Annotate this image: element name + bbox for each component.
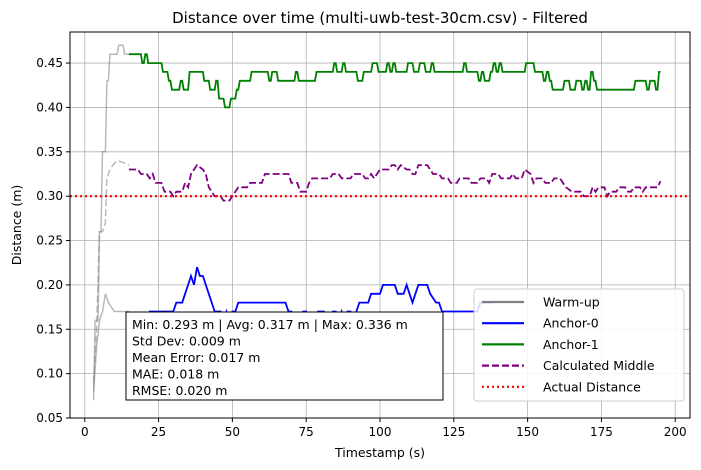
stats-line: Mean Error: 0.017 m xyxy=(132,350,260,365)
legend: Warm-up Anchor-0 Anchor-1 Calculated Middle… xyxy=(473,288,685,402)
stats-line: Std Dev: 0.009 m xyxy=(132,334,241,349)
series-group xyxy=(70,44,690,401)
x-tick-label: 0 xyxy=(81,425,89,439)
y-tick-label: 0.10 xyxy=(36,367,63,381)
x-tick-label: 200 xyxy=(664,425,687,439)
y-axis-label: Distance (m) xyxy=(9,185,24,266)
y-tick-label: 0.45 xyxy=(36,56,63,70)
y-tick-label: 0.05 xyxy=(36,411,63,425)
y-tick-label: 0.30 xyxy=(36,189,63,203)
x-tick-label: 150 xyxy=(516,425,539,439)
x-tick-label: 175 xyxy=(590,425,613,439)
stats-line: MAE: 0.018 m xyxy=(132,367,219,382)
legend-label: Calculated Middle xyxy=(543,358,655,373)
anchor-1-line xyxy=(129,53,661,109)
x-tick-label: 25 xyxy=(151,425,166,439)
warm-up-line xyxy=(92,44,129,401)
legend-label: Warm-up xyxy=(543,295,600,310)
chart-title: Distance over time (multi-uwb-test-30cm.… xyxy=(172,9,588,27)
y-tick-label: 0.40 xyxy=(36,100,63,114)
x-tick-label: 75 xyxy=(299,425,314,439)
calculated-middle-line xyxy=(129,163,662,202)
legend-label: Actual Distance xyxy=(543,379,641,394)
y-tick-label: 0.25 xyxy=(36,234,63,248)
y-tick-label: 0.35 xyxy=(36,145,63,159)
y-tick-label: 0.15 xyxy=(36,322,63,336)
x-tick-label: 50 xyxy=(225,425,240,439)
x-tick-label: 100 xyxy=(369,425,392,439)
stats-line: Min: 0.293 m | Avg: 0.317 m | Max: 0.336… xyxy=(132,317,408,332)
axis-ticks: 0 25 50 75 100 125 150 175 200 0.05 0.10 0.15 0.20 0.… xyxy=(36,56,686,439)
legend-frame xyxy=(473,288,685,402)
legend-label: Anchor-1 xyxy=(543,337,599,352)
x-axis-label: Timestamp (s) xyxy=(334,445,425,460)
stats-box-frame xyxy=(125,311,444,401)
warm-up-anchor-0-line xyxy=(92,293,129,392)
x-tick-label: 125 xyxy=(442,425,465,439)
stats-line: RMSE: 0.020 m xyxy=(132,383,227,398)
warm-up-middle-line xyxy=(92,159,130,383)
y-tick-label: 0.20 xyxy=(36,278,63,292)
stats-box: Min: 0.293 m | Avg: 0.317 m | Max: 0.336… xyxy=(125,311,444,401)
legend-label: Anchor-0 xyxy=(543,316,599,331)
